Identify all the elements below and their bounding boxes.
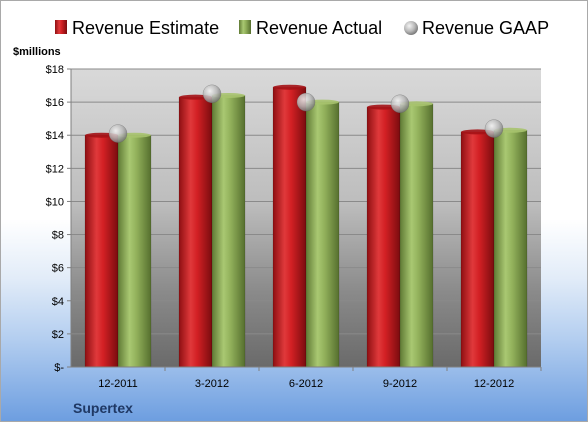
bar-revenue-actual [399,103,434,368]
legend-swatch-revenue-actual [239,20,251,34]
bar-top-revenue-estimate [273,84,306,90]
bars [84,84,528,368]
y-tick-label: $2 [52,329,64,341]
x-tick-label: 12-2011 [98,378,138,390]
legend-label-revenue-actual: Revenue Actual [256,18,382,38]
bar-revenue-actual [211,95,246,368]
y-tick-label: $10 [46,196,64,208]
legend-swatch-revenue-estimate [55,20,67,34]
bar-revenue-actual [493,130,528,368]
marker-revenue-gaap [202,84,222,104]
bar-revenue-actual [305,101,340,368]
company-name: Supertex [73,400,133,416]
marker-revenue-gaap [484,119,504,138]
x-tick-label: 9-2012 [383,378,417,390]
bar-revenue-estimate [460,131,495,368]
y-tick-label: $- [54,362,64,374]
y-tick-label: $16 [46,97,64,109]
marker-revenue-gaap [390,94,410,114]
y-axis-ticks: $- $2 $4 $6 $8 $10 $12 $14 $16 $18 [46,64,71,374]
legend-label-revenue-estimate: Revenue Estimate [72,18,219,38]
y-tick-label: $18 [46,64,64,76]
y-tick-label: $14 [46,130,64,142]
legend-marker-revenue-gaap [404,21,418,35]
bar-revenue-actual [117,134,152,368]
y-unit-label: $millions [13,46,61,58]
x-tick-label: 3-2012 [195,378,229,390]
bar-revenue-estimate [84,134,119,368]
legend: Revenue Estimate Revenue Actual Revenue … [55,18,549,38]
x-tick-label: 12-2012 [474,378,514,390]
gaap-markers [108,84,504,143]
bar-revenue-estimate [366,106,401,368]
y-tick-label: $12 [46,163,64,175]
y-tick-label: $4 [52,296,64,308]
marker-revenue-gaap [108,124,128,143]
bar-revenue-estimate [272,86,307,368]
legend-label-revenue-gaap: Revenue GAAP [422,18,549,38]
x-axis-labels: 12-2011 3-2012 6-2012 9-2012 12-2012 [98,367,542,390]
y-tick-label: $6 [52,263,64,275]
x-tick-label: 6-2012 [289,378,323,390]
y-tick-label: $8 [52,230,64,242]
marker-revenue-gaap [296,92,316,112]
bar-revenue-estimate [178,96,213,368]
